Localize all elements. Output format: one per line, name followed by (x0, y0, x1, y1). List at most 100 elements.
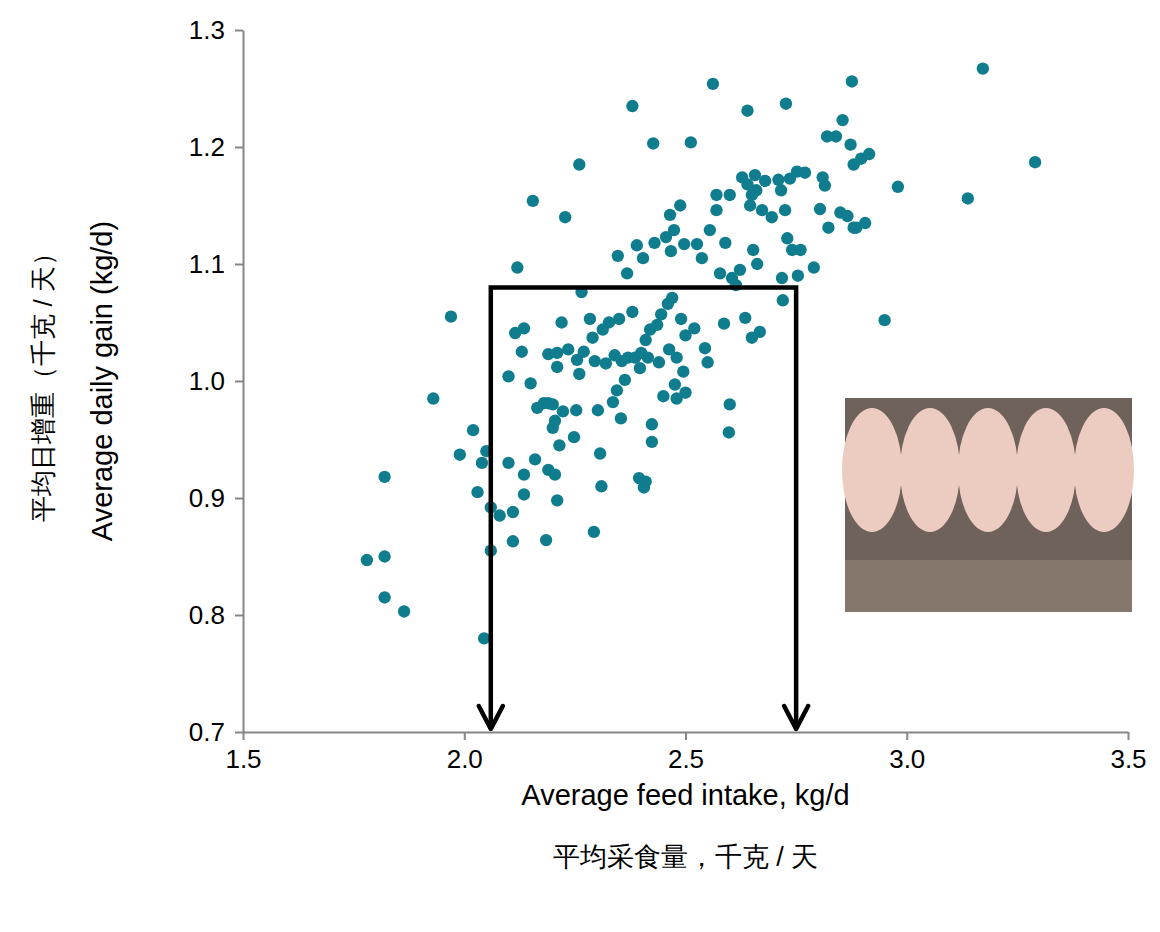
point (892, 181, 904, 193)
point (775, 184, 787, 196)
point (626, 306, 638, 318)
point (780, 98, 792, 110)
point (747, 244, 759, 256)
point (707, 78, 719, 90)
point (777, 294, 789, 306)
y-tick: 1.2 (189, 132, 243, 162)
point (378, 550, 390, 562)
point (507, 506, 519, 518)
point (677, 365, 689, 377)
point (846, 75, 858, 87)
point (766, 211, 778, 223)
y-tick-mark (235, 147, 243, 149)
point (592, 404, 604, 416)
point (445, 310, 457, 322)
y-axis-title: 平均日增重（千克 / 天） (28, 240, 58, 522)
point (555, 316, 567, 328)
y-tick: 0.7 (189, 717, 243, 747)
point (830, 130, 842, 142)
point (553, 439, 565, 451)
point (634, 362, 646, 374)
point (398, 605, 410, 617)
y-tick-label: 0.8 (189, 600, 225, 630)
y-tick-label: 0.9 (189, 483, 225, 513)
point (665, 245, 677, 257)
chart: 1.52.02.53.03.50.70.80.91.01.11.21.3Aver… (0, 0, 1160, 932)
point (718, 317, 730, 329)
point (507, 535, 519, 547)
point (518, 488, 530, 500)
photo-shape (842, 408, 902, 532)
point (781, 232, 793, 244)
point (594, 447, 606, 459)
point (639, 334, 651, 346)
point (678, 238, 690, 250)
y-tick-label: 1.0 (189, 366, 225, 396)
point (739, 312, 751, 324)
point (679, 387, 691, 399)
point (549, 468, 561, 480)
photo (842, 398, 1134, 612)
point (724, 189, 736, 201)
point (792, 270, 804, 282)
point (637, 252, 649, 264)
photo-shape (1016, 408, 1076, 532)
point (1029, 156, 1041, 168)
point (819, 179, 831, 191)
point (518, 322, 530, 334)
point (799, 167, 811, 179)
point (607, 396, 619, 408)
point (808, 261, 820, 273)
y-tick-mark (235, 30, 243, 32)
point (478, 632, 490, 644)
point (524, 377, 536, 389)
y-tick: 1.0 (189, 366, 243, 396)
point (578, 346, 590, 358)
point (573, 158, 585, 170)
point (841, 210, 853, 222)
point (704, 224, 716, 236)
point (454, 449, 466, 461)
point (467, 424, 479, 436)
x-axis: 1.52.02.53.03.5 (225, 732, 1146, 774)
y-tick-mark (235, 732, 243, 734)
photo-shape (958, 408, 1018, 532)
y-tick-mark (235, 381, 243, 383)
point (646, 436, 658, 448)
y-tick-mark (235, 615, 243, 617)
y-tick: 1.1 (189, 249, 243, 279)
bracket-arrow (784, 706, 808, 729)
point (685, 136, 697, 148)
x-tick-mark (464, 732, 466, 740)
point (589, 355, 601, 367)
x-tick-label: 3.0 (889, 744, 925, 774)
point (666, 292, 678, 304)
point (611, 384, 623, 396)
y-tick-label: 1.3 (189, 15, 225, 45)
x-tick-label: 2.0 (447, 744, 483, 774)
point (516, 346, 528, 358)
point (511, 261, 523, 273)
point (568, 431, 580, 443)
x-tick: 3.5 (1110, 732, 1146, 774)
point (518, 468, 530, 480)
point (734, 264, 746, 276)
point (559, 211, 571, 223)
point (814, 203, 826, 215)
point (744, 199, 756, 211)
point (741, 105, 753, 117)
x-tick: 2.0 (447, 732, 483, 774)
point (669, 378, 681, 390)
point (674, 199, 686, 211)
point (977, 62, 989, 74)
point (699, 342, 711, 354)
point (696, 252, 708, 264)
photo-shape (1074, 408, 1134, 532)
point (619, 374, 631, 386)
point (714, 267, 726, 279)
point (859, 217, 871, 229)
point (670, 351, 682, 363)
point (540, 534, 552, 546)
x-axis-title: 平均采食量，千克 / 天 (553, 842, 819, 872)
point (549, 415, 561, 427)
